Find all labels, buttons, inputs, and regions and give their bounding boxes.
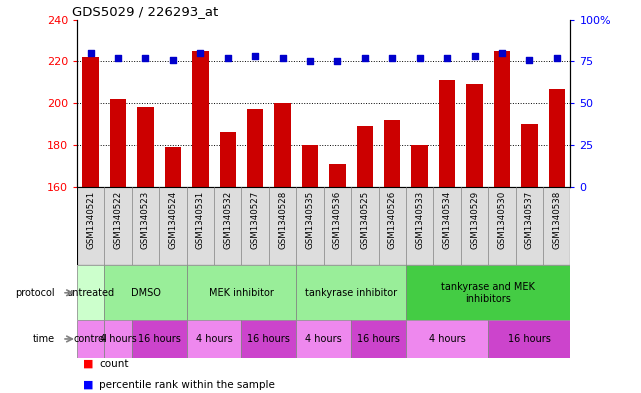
Point: [442, 55, 453, 61]
Bar: [384, 120, 401, 187]
Bar: [329, 164, 345, 187]
Text: GSM1340537: GSM1340537: [525, 191, 534, 249]
Bar: [104, 265, 187, 320]
Text: MEK inhibitor: MEK inhibitor: [209, 288, 274, 298]
Text: GSM1340535: GSM1340535: [306, 191, 315, 249]
Bar: [412, 145, 428, 187]
Point: [113, 55, 123, 61]
Text: GSM1340532: GSM1340532: [223, 191, 232, 249]
Text: 16 hours: 16 hours: [357, 334, 400, 344]
Point: [278, 55, 288, 61]
Text: GDS5029 / 226293_at: GDS5029 / 226293_at: [72, 6, 218, 18]
Bar: [77, 187, 570, 265]
Bar: [439, 80, 455, 187]
Text: 4 hours: 4 hours: [100, 334, 137, 344]
Point: [222, 55, 233, 61]
Text: GSM1340521: GSM1340521: [86, 191, 95, 249]
Bar: [521, 124, 538, 187]
Text: control: control: [74, 334, 108, 344]
Text: 4 hours: 4 hours: [429, 334, 465, 344]
Bar: [488, 320, 570, 358]
Text: GSM1340530: GSM1340530: [497, 191, 506, 249]
Point: [524, 57, 535, 63]
Bar: [351, 320, 406, 358]
Text: 16 hours: 16 hours: [508, 334, 551, 344]
Point: [387, 55, 397, 61]
Bar: [77, 265, 104, 320]
Point: [305, 58, 315, 64]
Text: GSM1340528: GSM1340528: [278, 191, 287, 249]
Bar: [104, 320, 132, 358]
Bar: [296, 320, 351, 358]
Text: tankyrase inhibitor: tankyrase inhibitor: [305, 288, 397, 298]
Point: [140, 55, 151, 61]
Bar: [187, 320, 242, 358]
Bar: [77, 320, 104, 358]
Point: [332, 58, 342, 64]
Text: ■: ■: [83, 358, 94, 369]
Point: [415, 55, 425, 61]
Bar: [192, 51, 208, 187]
Bar: [247, 109, 263, 187]
Text: count: count: [99, 358, 129, 369]
Text: GSM1340533: GSM1340533: [415, 191, 424, 249]
Text: GSM1340523: GSM1340523: [141, 191, 150, 249]
Point: [195, 50, 205, 56]
Text: 4 hours: 4 hours: [196, 334, 233, 344]
Point: [168, 57, 178, 63]
Bar: [296, 265, 406, 320]
Bar: [219, 132, 236, 187]
Bar: [302, 145, 318, 187]
Text: time: time: [33, 334, 54, 344]
Point: [497, 50, 507, 56]
Bar: [466, 84, 483, 187]
Text: GSM1340525: GSM1340525: [360, 191, 369, 249]
Text: 16 hours: 16 hours: [138, 334, 181, 344]
Bar: [132, 320, 187, 358]
Point: [552, 55, 562, 61]
Text: untreated: untreated: [67, 288, 115, 298]
Text: ■: ■: [83, 380, 94, 390]
Text: GSM1340538: GSM1340538: [553, 191, 562, 249]
Bar: [187, 265, 296, 320]
Text: GSM1340526: GSM1340526: [388, 191, 397, 249]
Bar: [110, 99, 126, 187]
Text: GSM1340536: GSM1340536: [333, 191, 342, 249]
Text: tankyrase and MEK
inhibitors: tankyrase and MEK inhibitors: [441, 282, 535, 303]
Text: GSM1340522: GSM1340522: [113, 191, 122, 249]
Bar: [83, 57, 99, 187]
Point: [85, 50, 96, 56]
Text: GSM1340527: GSM1340527: [251, 191, 260, 249]
Text: DMSO: DMSO: [131, 288, 160, 298]
Point: [250, 53, 260, 59]
Bar: [494, 51, 510, 187]
Bar: [356, 126, 373, 187]
Bar: [137, 107, 154, 187]
Bar: [406, 320, 488, 358]
Text: GSM1340529: GSM1340529: [470, 191, 479, 249]
Bar: [274, 103, 291, 187]
Bar: [549, 88, 565, 187]
Text: GSM1340524: GSM1340524: [169, 191, 178, 249]
Point: [469, 53, 479, 59]
Bar: [242, 320, 296, 358]
Bar: [165, 147, 181, 187]
Text: percentile rank within the sample: percentile rank within the sample: [99, 380, 275, 390]
Text: protocol: protocol: [15, 288, 54, 298]
Point: [360, 55, 370, 61]
Text: GSM1340534: GSM1340534: [442, 191, 452, 249]
Text: GSM1340531: GSM1340531: [196, 191, 205, 249]
Bar: [406, 265, 570, 320]
Text: 4 hours: 4 hours: [305, 334, 342, 344]
Text: 16 hours: 16 hours: [247, 334, 290, 344]
